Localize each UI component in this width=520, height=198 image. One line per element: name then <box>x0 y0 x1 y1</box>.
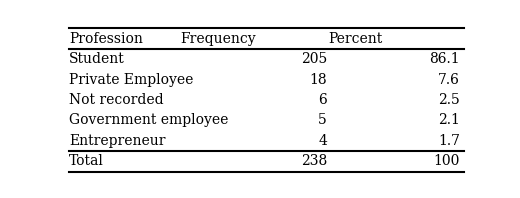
Text: Student: Student <box>69 52 125 66</box>
Text: Entrepreneur: Entrepreneur <box>69 134 165 148</box>
Text: 4: 4 <box>318 134 327 148</box>
Text: 6: 6 <box>318 93 327 107</box>
Text: Private Employee: Private Employee <box>69 72 193 87</box>
Text: 238: 238 <box>301 154 327 168</box>
Text: 2.1: 2.1 <box>438 113 460 128</box>
Text: 7.6: 7.6 <box>438 72 460 87</box>
Text: 205: 205 <box>301 52 327 66</box>
Text: 5: 5 <box>318 113 327 128</box>
Text: 1.7: 1.7 <box>438 134 460 148</box>
Text: 2.5: 2.5 <box>438 93 460 107</box>
Text: 18: 18 <box>309 72 327 87</box>
Text: Percent: Percent <box>328 31 382 46</box>
Text: 100: 100 <box>434 154 460 168</box>
Text: Not recorded: Not recorded <box>69 93 164 107</box>
Text: Government employee: Government employee <box>69 113 228 128</box>
Text: Profession: Profession <box>69 31 143 46</box>
Text: Total: Total <box>69 154 104 168</box>
Text: 86.1: 86.1 <box>430 52 460 66</box>
Text: Frequency: Frequency <box>180 31 256 46</box>
